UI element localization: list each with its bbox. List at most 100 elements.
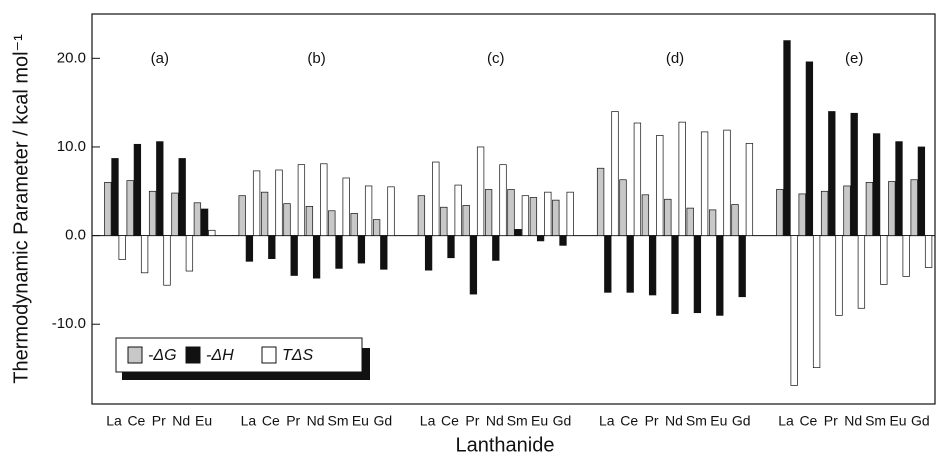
bar — [514, 229, 522, 236]
bar — [700, 131, 709, 236]
bar — [686, 207, 694, 236]
x-tick-label: Eu — [889, 413, 906, 429]
bar — [328, 210, 336, 236]
x-tick-label: La — [420, 413, 436, 429]
bar — [865, 182, 874, 236]
bar — [312, 235, 321, 279]
x-tick-label: Gd — [373, 413, 392, 429]
bar — [372, 219, 381, 236]
bar — [424, 235, 433, 271]
x-tick-label: La — [778, 413, 794, 429]
x-tick-label: Nd — [844, 413, 862, 429]
panel-label: (d) — [666, 50, 684, 67]
x-tick-label: Eu — [352, 413, 369, 429]
bar — [126, 180, 134, 236]
bar — [140, 235, 149, 274]
bar — [521, 195, 530, 236]
bar — [432, 161, 440, 236]
bar — [843, 185, 851, 236]
legend-swatch — [127, 346, 143, 364]
bar — [507, 189, 515, 236]
bar — [268, 235, 276, 259]
x-tick-label: Nd — [486, 413, 504, 429]
bar — [499, 164, 507, 236]
panel-label: (b) — [307, 50, 325, 67]
x-tick-label: Sm — [328, 413, 349, 429]
x-tick-label: Pr — [465, 413, 479, 429]
bar — [924, 235, 933, 268]
x-axis-title: Lanthanide — [456, 434, 555, 456]
x-tick-label: Pr — [645, 413, 659, 429]
bar — [880, 235, 888, 285]
bar — [118, 235, 126, 260]
bar — [275, 169, 283, 236]
bar — [888, 181, 896, 236]
bar — [208, 229, 216, 236]
x-tick-label: Eu — [531, 413, 548, 429]
y-tick-label: 20.0 — [57, 49, 86, 66]
bar — [357, 235, 366, 264]
legend — [115, 337, 370, 380]
bar — [133, 143, 142, 236]
x-tick-label: Pr — [286, 413, 300, 429]
bar — [656, 135, 664, 236]
bar — [902, 235, 910, 277]
bar — [484, 189, 493, 236]
x-tick-label: La — [106, 413, 122, 429]
bar — [335, 235, 343, 269]
bar — [731, 204, 739, 236]
bar — [148, 190, 157, 236]
bar — [171, 192, 179, 236]
x-tick-label: Gd — [732, 413, 751, 429]
x-tick-label: Sm — [507, 413, 528, 429]
x-tick-label: Eu — [710, 413, 727, 429]
bar — [664, 198, 672, 236]
bar — [529, 197, 538, 236]
bar — [185, 235, 194, 272]
bar — [895, 141, 903, 236]
bar — [738, 235, 746, 298]
x-tick-label: La — [599, 413, 615, 429]
bar — [447, 235, 455, 259]
bar — [604, 235, 612, 293]
x-tick-label: Ce — [620, 413, 638, 429]
bar — [820, 190, 829, 236]
bar — [552, 199, 560, 236]
bar — [305, 205, 314, 236]
legend-label: TΔS — [282, 347, 314, 364]
bar — [260, 191, 269, 236]
bar — [104, 182, 112, 236]
bar — [454, 184, 462, 236]
bar — [200, 208, 209, 236]
bar — [252, 170, 261, 236]
x-tick-label: La — [241, 413, 257, 429]
x-tick-label: Sm — [686, 413, 707, 429]
bar — [178, 158, 186, 236]
bar — [364, 185, 373, 236]
x-tick-label: Nd — [172, 413, 190, 429]
bar — [283, 203, 291, 236]
bar — [723, 129, 731, 236]
bar — [641, 194, 650, 236]
panel-label: (e) — [845, 50, 863, 67]
bar — [857, 235, 866, 309]
bar — [812, 235, 821, 369]
x-tick-label: Ce — [441, 413, 459, 429]
bar — [917, 146, 926, 236]
y-axis-title: Thermodynamic Parameter / kcal mol⁻¹ — [10, 34, 32, 384]
bar — [776, 189, 784, 236]
legend-swatch — [185, 346, 201, 364]
bar — [380, 235, 388, 270]
bar — [798, 193, 806, 236]
bar — [544, 191, 552, 236]
bar — [872, 133, 881, 236]
bar — [387, 186, 395, 236]
x-tick-label: Pr — [824, 413, 838, 429]
x-tick-label: Ce — [799, 413, 817, 429]
bar — [611, 111, 619, 236]
legend-swatch — [261, 346, 277, 364]
bar — [671, 235, 679, 314]
bar — [536, 235, 545, 242]
bar — [245, 235, 254, 262]
